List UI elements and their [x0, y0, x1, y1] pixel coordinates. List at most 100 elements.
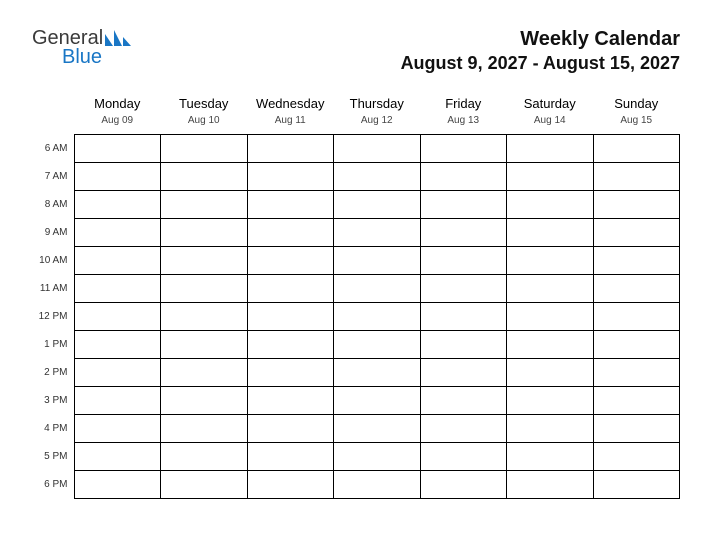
- calendar-cell[interactable]: [334, 331, 421, 359]
- day-name: Sunday: [593, 96, 680, 111]
- calendar-cell[interactable]: [507, 191, 594, 219]
- calendar-cell[interactable]: [74, 331, 161, 359]
- calendar-cell[interactable]: [420, 303, 507, 331]
- calendar-cell[interactable]: [247, 135, 334, 163]
- logo-word-blue: Blue: [62, 47, 103, 67]
- calendar-cell[interactable]: [593, 247, 680, 275]
- calendar-cell[interactable]: [593, 387, 680, 415]
- hour-label: 9 AM: [32, 219, 74, 247]
- calendar-cell[interactable]: [247, 415, 334, 443]
- calendar-cell[interactable]: [161, 415, 248, 443]
- calendar-cell[interactable]: [74, 135, 161, 163]
- day-header: FridayAug 13: [420, 92, 507, 135]
- calendar-cell[interactable]: [507, 275, 594, 303]
- calendar-cell[interactable]: [507, 359, 594, 387]
- calendar-cell[interactable]: [74, 415, 161, 443]
- calendar-cell[interactable]: [74, 443, 161, 471]
- calendar-cell[interactable]: [334, 471, 421, 499]
- calendar-cell[interactable]: [420, 247, 507, 275]
- calendar-cell[interactable]: [334, 191, 421, 219]
- calendar-cell[interactable]: [593, 303, 680, 331]
- calendar-cell[interactable]: [420, 443, 507, 471]
- calendar-cell[interactable]: [507, 247, 594, 275]
- hour-row: 12 PM: [32, 303, 680, 331]
- calendar-cell[interactable]: [334, 359, 421, 387]
- calendar-cell[interactable]: [247, 387, 334, 415]
- calendar-cell[interactable]: [593, 331, 680, 359]
- calendar-cell[interactable]: [161, 247, 248, 275]
- calendar-cell[interactable]: [334, 443, 421, 471]
- calendar-cell[interactable]: [420, 135, 507, 163]
- calendar-cell[interactable]: [507, 135, 594, 163]
- calendar-cell[interactable]: [420, 163, 507, 191]
- calendar-cell[interactable]: [247, 163, 334, 191]
- calendar-cell[interactable]: [507, 303, 594, 331]
- day-date: Aug 09: [74, 115, 161, 126]
- calendar-cell[interactable]: [161, 219, 248, 247]
- calendar-cell[interactable]: [507, 219, 594, 247]
- calendar-cell[interactable]: [161, 471, 248, 499]
- calendar-cell[interactable]: [507, 415, 594, 443]
- calendar-cell[interactable]: [420, 191, 507, 219]
- calendar-cell[interactable]: [420, 359, 507, 387]
- calendar-cell[interactable]: [247, 443, 334, 471]
- calendar-cell[interactable]: [420, 415, 507, 443]
- calendar-cell[interactable]: [74, 471, 161, 499]
- calendar-cell[interactable]: [74, 387, 161, 415]
- calendar-cell[interactable]: [247, 359, 334, 387]
- calendar-cell[interactable]: [334, 387, 421, 415]
- calendar-cell[interactable]: [593, 275, 680, 303]
- calendar-cell[interactable]: [334, 135, 421, 163]
- calendar-cell[interactable]: [247, 303, 334, 331]
- calendar-cell[interactable]: [593, 163, 680, 191]
- calendar-cell[interactable]: [161, 135, 248, 163]
- calendar-cell[interactable]: [74, 219, 161, 247]
- calendar-cell[interactable]: [593, 135, 680, 163]
- calendar-cell[interactable]: [334, 247, 421, 275]
- calendar-cell[interactable]: [334, 303, 421, 331]
- calendar-cell[interactable]: [161, 163, 248, 191]
- calendar-cell[interactable]: [161, 275, 248, 303]
- calendar-cell[interactable]: [161, 191, 248, 219]
- calendar-cell[interactable]: [420, 471, 507, 499]
- calendar-cell[interactable]: [161, 331, 248, 359]
- calendar-cell[interactable]: [74, 303, 161, 331]
- calendar-cell[interactable]: [247, 191, 334, 219]
- calendar-cell[interactable]: [74, 163, 161, 191]
- calendar-cell[interactable]: [334, 163, 421, 191]
- calendar-cell[interactable]: [507, 471, 594, 499]
- calendar-cell[interactable]: [334, 275, 421, 303]
- calendar-cell[interactable]: [161, 303, 248, 331]
- calendar-cell[interactable]: [74, 191, 161, 219]
- calendar-cell[interactable]: [74, 275, 161, 303]
- calendar-cell[interactable]: [74, 247, 161, 275]
- calendar-cell[interactable]: [507, 163, 594, 191]
- calendar-cell[interactable]: [247, 471, 334, 499]
- calendar-cell[interactable]: [334, 415, 421, 443]
- calendar-cell[interactable]: [593, 471, 680, 499]
- calendar-cell[interactable]: [161, 443, 248, 471]
- calendar-cell[interactable]: [593, 359, 680, 387]
- calendar-cell[interactable]: [161, 387, 248, 415]
- calendar-cell[interactable]: [334, 219, 421, 247]
- calendar-cell[interactable]: [247, 219, 334, 247]
- calendar-cell[interactable]: [507, 443, 594, 471]
- calendar-cell[interactable]: [593, 443, 680, 471]
- calendar-cell[interactable]: [420, 331, 507, 359]
- calendar-cell[interactable]: [161, 359, 248, 387]
- logo-mark-icon: [105, 28, 131, 50]
- hour-label: 11 AM: [32, 275, 74, 303]
- calendar-cell[interactable]: [420, 387, 507, 415]
- hour-row: 7 AM: [32, 163, 680, 191]
- calendar-cell[interactable]: [420, 275, 507, 303]
- calendar-cell[interactable]: [247, 331, 334, 359]
- calendar-cell[interactable]: [507, 387, 594, 415]
- calendar-cell[interactable]: [593, 191, 680, 219]
- calendar-cell[interactable]: [247, 247, 334, 275]
- calendar-cell[interactable]: [507, 331, 594, 359]
- calendar-cell[interactable]: [247, 275, 334, 303]
- calendar-cell[interactable]: [420, 219, 507, 247]
- calendar-cell[interactable]: [74, 359, 161, 387]
- calendar-cell[interactable]: [593, 219, 680, 247]
- calendar-cell[interactable]: [593, 415, 680, 443]
